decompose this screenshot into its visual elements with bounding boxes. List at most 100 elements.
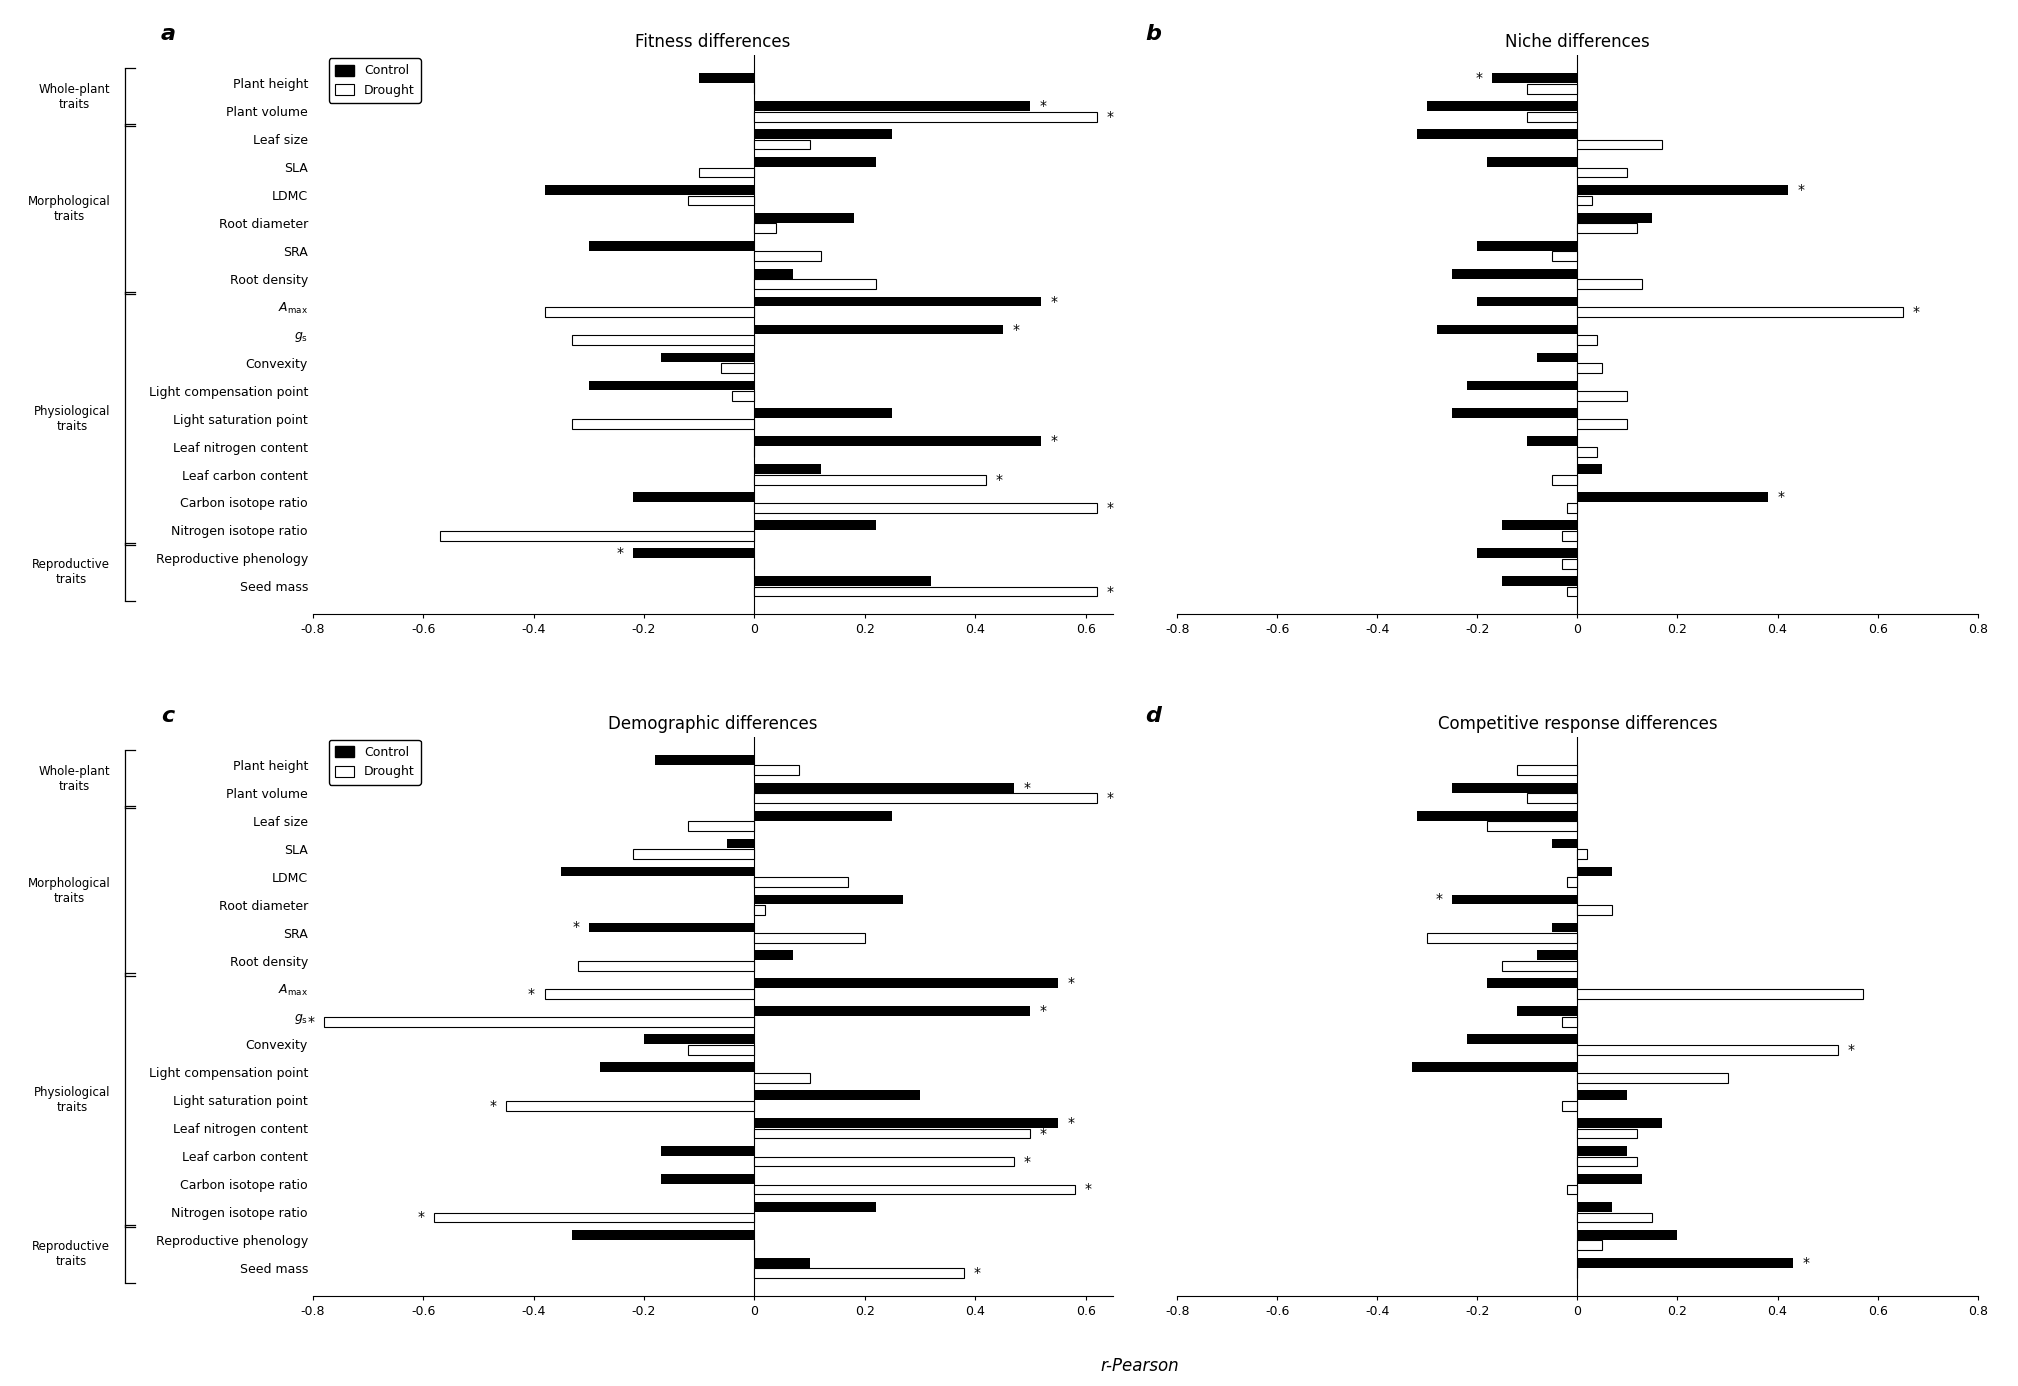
Bar: [755, 783, 1013, 793]
Bar: [720, 363, 755, 373]
Bar: [755, 101, 1031, 111]
Bar: [1562, 559, 1578, 568]
Bar: [698, 168, 755, 177]
Bar: [1578, 335, 1598, 345]
Bar: [1453, 409, 1578, 419]
Text: *: *: [1039, 1005, 1047, 1019]
Bar: [589, 381, 755, 391]
Bar: [755, 793, 1096, 804]
Bar: [1578, 850, 1588, 859]
Bar: [1538, 352, 1578, 362]
Bar: [1562, 531, 1578, 541]
Bar: [755, 157, 876, 166]
Text: *: *: [1013, 323, 1019, 337]
Text: *: *: [1084, 1182, 1092, 1196]
Bar: [1493, 73, 1578, 83]
Bar: [1578, 195, 1592, 205]
Bar: [755, 297, 1041, 306]
Bar: [755, 280, 876, 290]
Bar: [688, 195, 755, 205]
Bar: [1578, 464, 1602, 474]
Text: Morphological
traits: Morphological traits: [28, 877, 111, 905]
Text: *: *: [1106, 500, 1114, 514]
Bar: [1578, 905, 1612, 915]
Bar: [755, 577, 930, 586]
Text: *: *: [1106, 791, 1114, 805]
Bar: [1578, 419, 1627, 428]
Bar: [1552, 839, 1578, 848]
Bar: [1578, 1128, 1637, 1138]
Bar: [1578, 391, 1627, 401]
Bar: [755, 1119, 1057, 1128]
Text: Whole-plant
traits: Whole-plant traits: [38, 765, 111, 793]
Bar: [561, 866, 755, 876]
Bar: [545, 990, 755, 999]
Bar: [1578, 448, 1598, 457]
Bar: [755, 1185, 1074, 1195]
Bar: [755, 1091, 920, 1100]
Bar: [1562, 1100, 1578, 1110]
Bar: [733, 391, 755, 401]
Bar: [1528, 793, 1578, 804]
Bar: [1578, 308, 1903, 317]
Bar: [755, 251, 821, 261]
Text: b: b: [1144, 25, 1160, 44]
Bar: [1578, 1091, 1627, 1100]
Bar: [1578, 1073, 1727, 1082]
Text: *: *: [1068, 1116, 1076, 1130]
Bar: [755, 894, 904, 904]
Legend: Control, Drought: Control, Drought: [329, 58, 422, 103]
Bar: [755, 475, 987, 485]
Text: *: *: [1475, 71, 1483, 85]
Bar: [1487, 979, 1578, 988]
Bar: [1487, 822, 1578, 832]
Bar: [1528, 112, 1578, 122]
Bar: [755, 223, 777, 233]
Bar: [545, 184, 755, 194]
Bar: [323, 1017, 755, 1027]
Text: *: *: [1039, 98, 1047, 114]
Bar: [1538, 951, 1578, 960]
Bar: [1578, 140, 1663, 150]
Bar: [1427, 933, 1578, 942]
Bar: [1578, 1229, 1677, 1239]
Bar: [1562, 1017, 1578, 1027]
Bar: [1568, 586, 1578, 596]
Bar: [755, 140, 809, 150]
Text: *: *: [1023, 780, 1031, 794]
Bar: [1417, 129, 1578, 139]
Text: Morphological
traits: Morphological traits: [28, 195, 111, 223]
Bar: [1487, 157, 1578, 166]
Text: *: *: [529, 987, 535, 1001]
Bar: [599, 1062, 755, 1071]
Bar: [1453, 783, 1578, 793]
Text: Reproductive
traits: Reproductive traits: [32, 1240, 111, 1268]
Bar: [1552, 475, 1578, 485]
Bar: [755, 437, 1041, 446]
Text: *: *: [1435, 893, 1443, 906]
Bar: [440, 531, 755, 541]
Bar: [698, 73, 755, 83]
Bar: [1552, 923, 1578, 933]
Bar: [755, 1128, 1031, 1138]
Bar: [755, 905, 765, 915]
Bar: [1477, 241, 1578, 251]
Bar: [634, 850, 755, 859]
Text: r-Pearson: r-Pearson: [1102, 1357, 1179, 1375]
Bar: [1578, 1146, 1627, 1156]
Bar: [1501, 520, 1578, 529]
Bar: [755, 1202, 876, 1211]
Bar: [1578, 1157, 1637, 1167]
Bar: [1578, 168, 1627, 177]
Bar: [755, 811, 892, 821]
Bar: [1467, 381, 1578, 391]
Bar: [755, 129, 892, 139]
Bar: [656, 755, 755, 765]
Bar: [755, 1073, 809, 1082]
Bar: [573, 419, 755, 428]
Bar: [755, 503, 1096, 513]
Text: *: *: [975, 1267, 981, 1281]
Text: *: *: [1913, 305, 1919, 319]
Bar: [573, 335, 755, 345]
Bar: [1427, 101, 1578, 111]
